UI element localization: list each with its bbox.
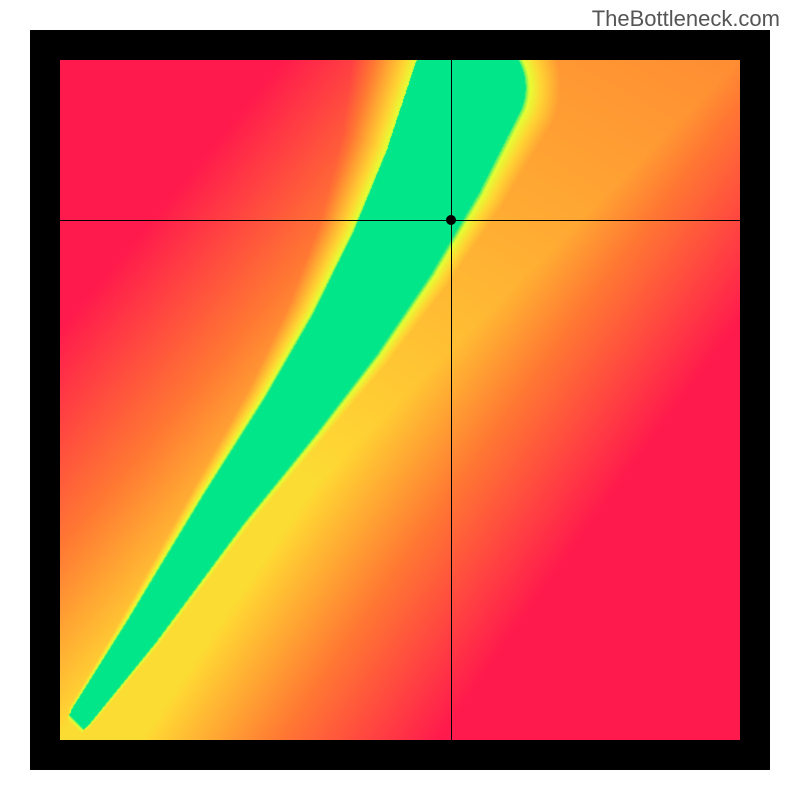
heatmap-canvas (60, 60, 740, 740)
plot-frame (30, 30, 770, 770)
watermark-text: TheBottleneck.com (592, 6, 780, 32)
crosshair-vertical (451, 60, 452, 740)
marker-dot (446, 215, 456, 225)
crosshair-horizontal (60, 220, 740, 221)
chart-container: TheBottleneck.com (0, 0, 800, 800)
